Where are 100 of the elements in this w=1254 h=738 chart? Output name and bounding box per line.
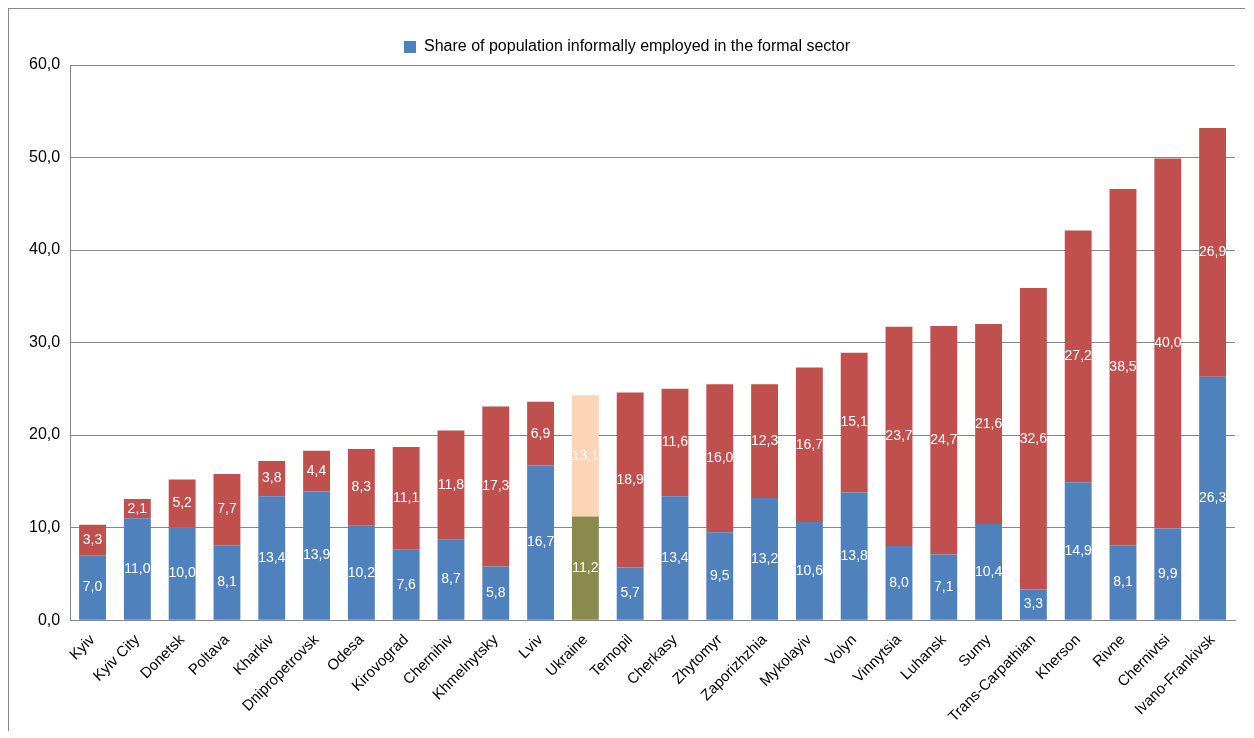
data-label: 8,3 — [351, 478, 372, 495]
bar — [885, 326, 913, 547]
y-tick-label: 30,0 — [29, 332, 61, 350]
y-tick-label: 10,0 — [29, 518, 61, 536]
data-label: 40,0 — [1154, 334, 1182, 351]
bar — [213, 473, 241, 546]
bar — [482, 566, 510, 620]
bar — [1154, 528, 1182, 620]
bar — [1199, 376, 1227, 620]
data-label: 6,9 — [530, 424, 551, 441]
data-label: 5,8 — [486, 583, 506, 600]
bar — [571, 395, 599, 517]
bar — [840, 492, 868, 620]
data-label: 5,2 — [172, 494, 193, 511]
bar — [795, 522, 823, 620]
x-tick-label: Lviv — [514, 630, 546, 662]
bar — [437, 430, 465, 540]
data-label: 7,6 — [396, 575, 417, 592]
bar — [616, 567, 644, 620]
bar — [885, 546, 913, 620]
legend-label: Share of population informally employed in the formal sector — [424, 37, 851, 55]
data-label: 21,6 — [974, 414, 1003, 431]
data-label: 18,9 — [616, 470, 645, 487]
data-label: 8,1 — [1113, 573, 1133, 590]
data-label: 10,4 — [974, 562, 1003, 579]
y-tick-label: 60,0 — [29, 55, 61, 73]
data-label: 5,7 — [620, 584, 641, 601]
data-label: 13,1 — [571, 446, 600, 463]
data-label: 10,6 — [795, 561, 824, 578]
data-label: 14,9 — [1064, 541, 1093, 558]
bar — [258, 496, 286, 620]
bar — [527, 401, 555, 466]
data-label: 26,3 — [1198, 489, 1227, 506]
bar — [1154, 158, 1182, 529]
bar — [1109, 188, 1137, 546]
data-label: 32,6 — [1019, 429, 1048, 446]
data-label: 8,1 — [217, 573, 237, 590]
data-label: 17,3 — [482, 477, 510, 494]
bar — [1109, 545, 1137, 620]
data-label: 13,2 — [750, 549, 779, 566]
data-label: 23,7 — [885, 427, 913, 444]
bar — [79, 555, 106, 620]
x-tick-label: Kyiv — [65, 630, 98, 663]
data-label: 9,9 — [1158, 564, 1178, 581]
data-label: 24,7 — [930, 431, 958, 448]
data-label: 7,0 — [82, 578, 103, 595]
data-label: 13,9 — [302, 546, 331, 563]
bar — [213, 545, 241, 620]
data-label: 16,7 — [526, 533, 555, 550]
bar — [1064, 482, 1092, 620]
bar — [571, 516, 599, 620]
bar — [527, 465, 555, 620]
bar — [347, 448, 375, 526]
bar — [1064, 230, 1092, 483]
data-label: 2,1 — [127, 499, 148, 516]
data-label: 10,2 — [347, 563, 376, 580]
bar — [347, 525, 375, 620]
bar — [616, 392, 644, 568]
data-label: 11,2 — [572, 558, 599, 575]
data-label: 9,5 — [710, 566, 730, 583]
bar — [1019, 287, 1047, 590]
bar — [706, 384, 734, 533]
bar — [303, 491, 330, 620]
data-label: 3,3 — [82, 530, 103, 547]
bar — [706, 532, 734, 620]
data-label: 3,3 — [1023, 595, 1044, 612]
data-label: 11,8 — [437, 475, 465, 492]
data-label: 11,0 — [124, 559, 151, 576]
bar — [930, 554, 958, 620]
y-tick-label: 50,0 — [29, 147, 61, 165]
data-label: 3,8 — [262, 469, 282, 486]
data-label: 12,3 — [750, 431, 779, 448]
data-label: 8,0 — [889, 573, 909, 590]
y-tick-label: 0,0 — [37, 610, 61, 628]
data-label: 13,4 — [661, 548, 689, 565]
data-label: 11,1 — [393, 489, 420, 506]
bar — [437, 539, 465, 620]
bar — [751, 498, 779, 620]
bar — [975, 523, 1003, 620]
bar — [751, 384, 779, 498]
data-label: 13,8 — [840, 546, 869, 563]
data-label: 27,2 — [1064, 347, 1093, 364]
bar — [482, 406, 510, 567]
bar — [975, 324, 1003, 524]
data-label: 10,0 — [168, 564, 196, 581]
data-label: 7,1 — [934, 577, 954, 594]
data-label: 15,1 — [840, 413, 869, 430]
data-label: 16,0 — [706, 449, 734, 466]
y-tick-label: 40,0 — [29, 240, 61, 258]
bar — [930, 325, 958, 555]
data-label: 26,9 — [1198, 243, 1227, 260]
data-label: 38,5 — [1109, 357, 1137, 374]
bar — [168, 479, 196, 528]
data-label: 13,4 — [258, 548, 286, 565]
bar — [795, 367, 823, 523]
data-label: 8,7 — [441, 570, 461, 587]
bar — [661, 496, 689, 620]
bar — [392, 549, 420, 620]
data-label: 16,7 — [795, 435, 824, 452]
bar — [1199, 127, 1227, 377]
